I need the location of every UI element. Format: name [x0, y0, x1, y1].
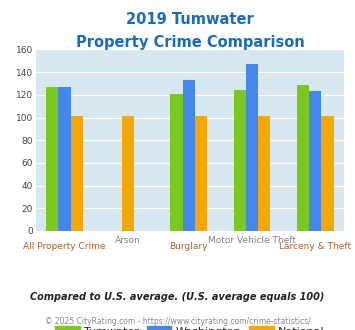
Text: © 2025 CityRating.com - https://www.cityrating.com/crime-statistics/: © 2025 CityRating.com - https://www.city… [45, 317, 310, 326]
Text: Property Crime Comparison: Property Crime Comparison [76, 35, 304, 50]
Text: Motor Vehicle Theft: Motor Vehicle Theft [208, 236, 296, 245]
Text: All Property Crime: All Property Crime [23, 242, 106, 251]
Bar [170, 94, 182, 231]
Text: Burglary: Burglary [169, 242, 208, 251]
Bar [321, 116, 334, 231]
Bar [297, 85, 309, 231]
Text: Arson: Arson [115, 236, 141, 245]
Text: 2019 Tumwater: 2019 Tumwater [126, 12, 254, 26]
Bar [182, 80, 195, 231]
Bar [258, 116, 270, 231]
Bar [122, 116, 134, 231]
Bar [234, 90, 246, 231]
Text: Compared to U.S. average. (U.S. average equals 100): Compared to U.S. average. (U.S. average … [30, 292, 325, 302]
Bar [309, 91, 321, 231]
Bar [46, 87, 59, 231]
Bar [71, 116, 83, 231]
Bar [59, 87, 71, 231]
Legend: Tumwater, Washington, National: Tumwater, Washington, National [51, 322, 329, 330]
Text: Larceny & Theft: Larceny & Theft [279, 242, 351, 251]
Bar [246, 64, 258, 231]
Bar [195, 116, 207, 231]
